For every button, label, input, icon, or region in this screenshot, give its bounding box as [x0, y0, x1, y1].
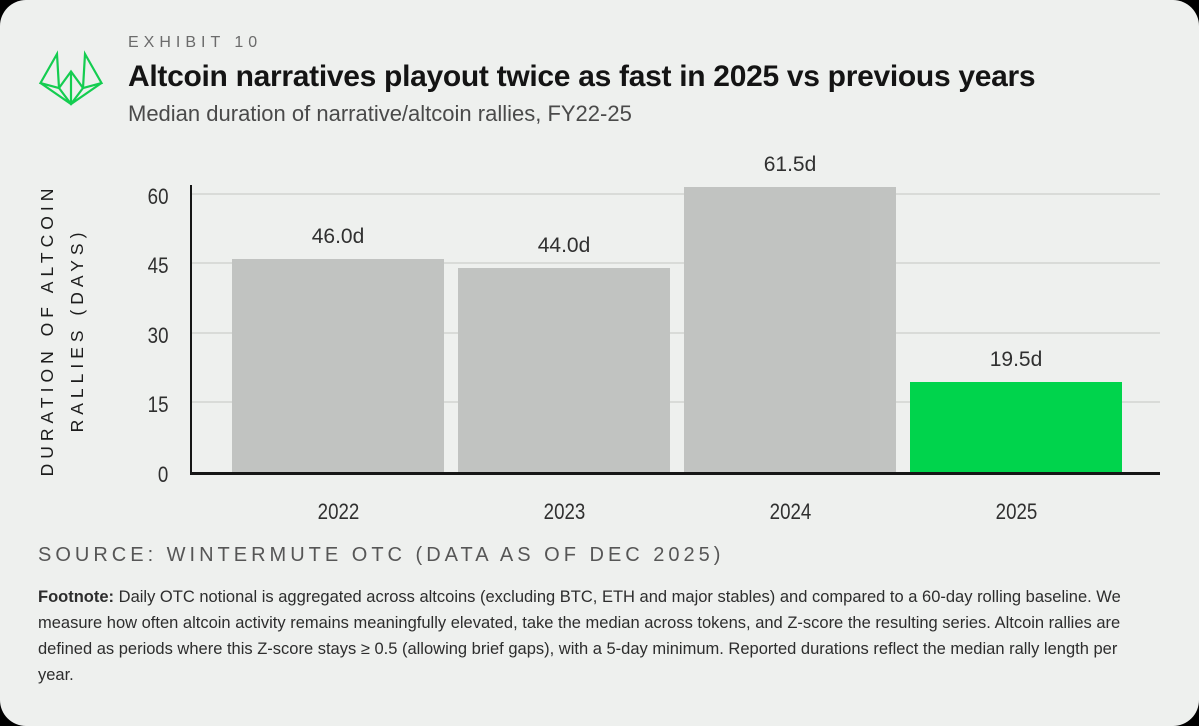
x-axis-label-2022: 2022 [317, 499, 359, 524]
chart-title: Altcoin narratives playout twice as fast… [128, 60, 1036, 93]
bar-value-label-2024: 61.5d [763, 152, 817, 176]
bar-chart-plot-area: 0 15 30 45 60 46.0d 2022 44.0d 2023 61.5d 2024 19.5… [147, 153, 1160, 524]
y-tick-label-15: 15 [147, 392, 168, 418]
bar-2025 [910, 381, 1122, 472]
y-tick-label-60: 60 [147, 183, 168, 209]
gridline-60 [192, 192, 1160, 195]
footnote-label: Footnote: [38, 588, 115, 606]
chart-subtitle: Median duration of narrative/altcoin ral… [128, 101, 632, 126]
x-axis-label-2025: 2025 [995, 499, 1037, 524]
y-tick-label-45: 45 [147, 253, 168, 279]
source-line: SOURCE: WINTERMUTE OTC (DATA AS OF DEC 2… [38, 544, 725, 566]
wintermute-logo-icon [38, 50, 104, 106]
gridline-15 [192, 401, 1160, 404]
x-axis-label-2023: 2023 [543, 499, 585, 524]
footnote: Footnote: Daily OTC notional is aggregat… [38, 584, 1146, 688]
gridline-30 [192, 331, 1160, 334]
y-axis-title-line1: DURATION OF ALTCOIN [37, 183, 57, 477]
bar-value-label-2022: 46.0d [311, 224, 365, 248]
bar-value-label-2025: 19.5d [989, 347, 1043, 371]
gridline-45 [192, 262, 1160, 265]
footnote-text: Daily OTC notional is aggregated across … [38, 588, 1121, 684]
y-axis-title-line2: RALLIES (DAYS) [67, 227, 87, 433]
bar-value-label-2023: 44.0d [537, 233, 591, 257]
x-axis-label-2024: 2024 [769, 499, 811, 524]
bar-2023 [458, 267, 670, 472]
bar-2024 [684, 186, 896, 472]
bar-2022 [232, 258, 444, 472]
y-tick-label-0: 0 [157, 462, 168, 487]
y-tick-label-30: 30 [147, 322, 168, 348]
y-axis-title: DURATION OF ALTCOIN RALLIES (DAYS) [32, 184, 92, 477]
exhibit-number: EXHIBIT 10 [128, 34, 263, 51]
